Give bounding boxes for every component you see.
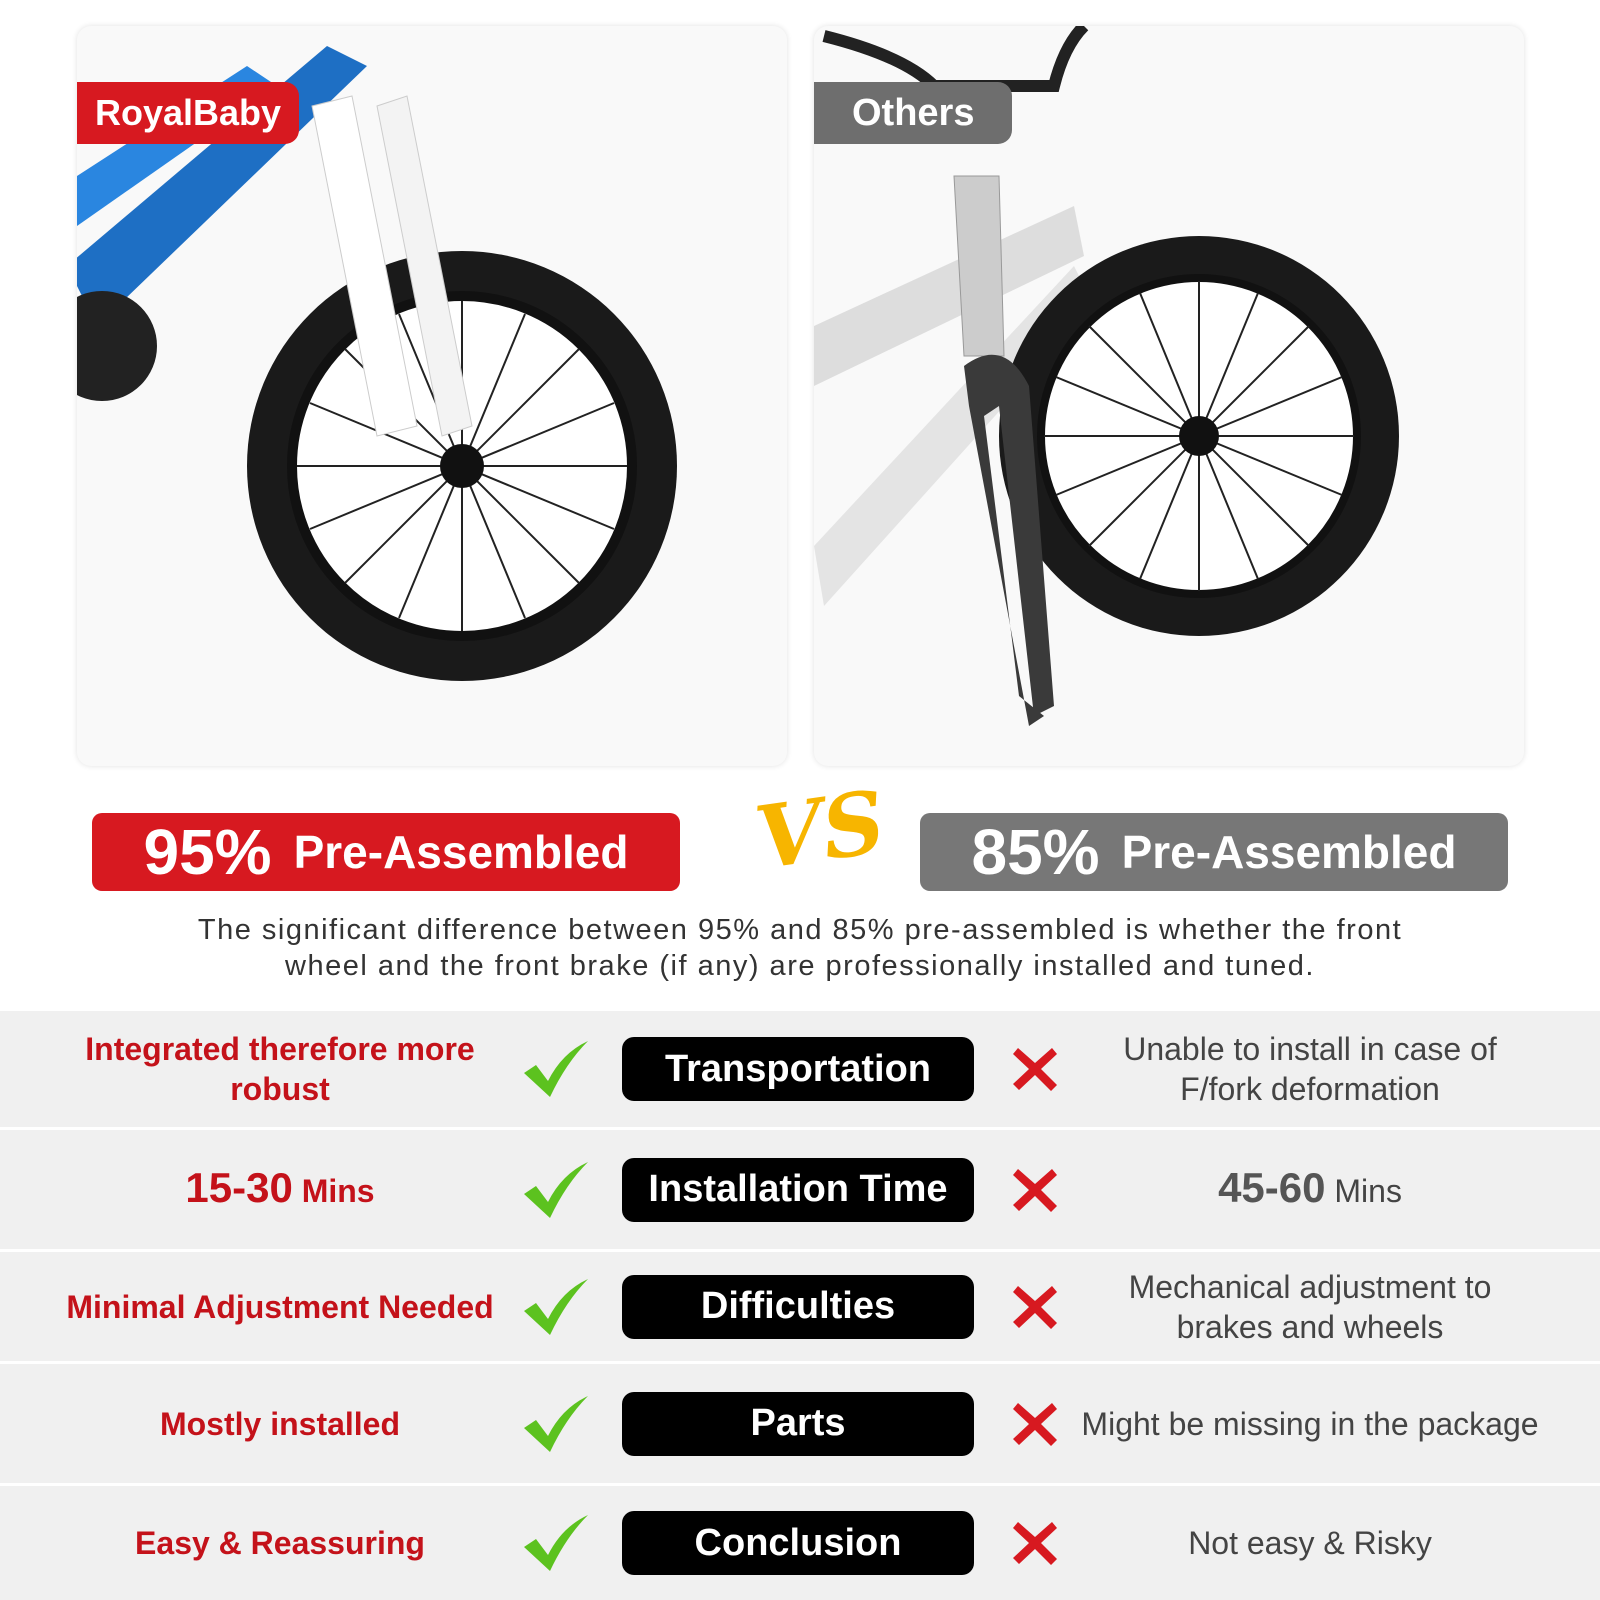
others-value: Mechanical adjustment to brakes and whee… [1128,1268,1492,1345]
royalbaby-brand-tag: RoyalBaby [77,82,300,144]
others-tag: Others [814,82,1013,144]
comparison-row: Easy & Reassuring Conclusion Not easy & Ri… [0,1486,1600,1600]
royalbaby-front-wheel-image [77,46,677,681]
category-label: Conclusion [622,1511,974,1575]
comparison-row: 15-30 Mins Installation Time 45-60 Mins [0,1130,1600,1249]
cross-icon [1010,1282,1060,1332]
cross-icon [1010,1044,1060,1094]
category-label: Transportation [622,1037,974,1101]
royalbaby-label: Pre-Assembled [293,826,629,878]
royalbaby-value: Minimal Adjustment Needed [66,1288,494,1325]
royalbaby-value: Integrated therefore more robust [85,1031,475,1107]
comparison-row: Integrated therefore more robust Transpor… [0,1011,1600,1127]
others-label: Pre-Assembled [1121,826,1457,878]
cross-icon [1010,1399,1060,1449]
royalbaby-bike-photo: RoyalBaby [77,26,787,766]
check-icon [522,1277,592,1337]
others-minutes: 45-60 [1218,1164,1326,1211]
royalbaby-percent: 95% [143,816,272,888]
category-label: Installation Time [622,1157,974,1222]
royalbaby-minutes: 15-30 [185,1164,293,1211]
others-value: Might be missing in the package [1081,1405,1539,1442]
caption-line-1: The significant difference between 95% a… [197,914,1403,946]
others-value: 45-60 Mins [1070,1130,1550,1249]
others-value: Not easy & Risky [1188,1525,1432,1561]
cross-icon [1010,1165,1060,1215]
category-label: Parts [622,1391,974,1456]
royalbaby-value: Mostly installed [159,1405,401,1442]
check-icon [522,1513,592,1573]
caption: The significant difference between 95% a… [0,912,1600,984]
category-label: Difficulties [622,1274,974,1339]
others-unit: Mins [1334,1173,1402,1209]
caption-line-2: wheel and the front brake (if any) are p… [285,950,1315,982]
vs-label: VS [749,771,892,890]
others-bike-photo: Others [814,26,1524,766]
royalbaby-unit: Mins [301,1173,375,1209]
comparison-row: Minimal Adjustment Needed Difficulties Mec… [0,1252,1600,1361]
royalbaby-value: 15-30 Mins [60,1130,500,1249]
royalbaby-value: Easy & Reassuring [135,1525,425,1561]
royalbaby-preassembled-banner: 95% Pre-Assembled [92,813,680,891]
others-preassembled-banner: 85% Pre-Assembled [920,813,1508,891]
check-icon [522,1039,592,1099]
check-icon [522,1394,592,1454]
others-percent: 85% [971,816,1100,888]
others-value: Unable to install in case of F/fork defo… [1123,1031,1497,1107]
comparison-row: Mostly installed Parts Might be missing in… [0,1364,1600,1483]
check-icon [522,1160,592,1220]
cross-icon [1010,1518,1060,1568]
